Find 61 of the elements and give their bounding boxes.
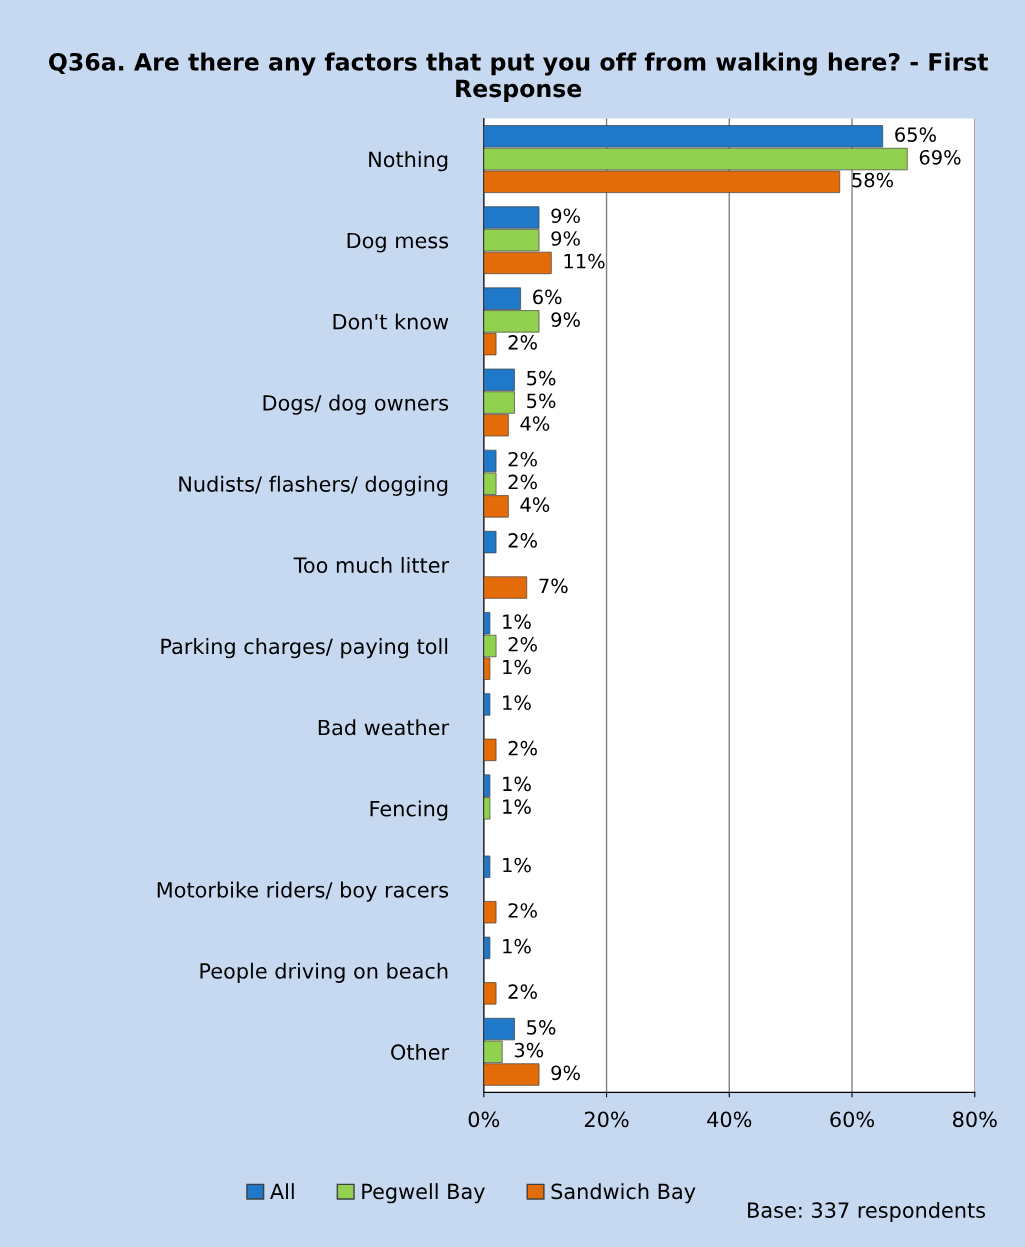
data-label: 11% xyxy=(564,253,605,269)
data-label: 1% xyxy=(503,857,531,873)
legend-label: Sandwich Bay xyxy=(551,1183,696,1204)
data-label: 1% xyxy=(503,614,531,629)
data-label: 2% xyxy=(508,740,537,756)
bar xyxy=(483,693,491,716)
y-tick-label: Other xyxy=(391,1043,450,1060)
data-label: 3% xyxy=(514,1042,544,1058)
data-label: 1% xyxy=(503,695,531,711)
y-tick-label: Nudists/ flashers/ dogging xyxy=(179,475,448,496)
data-label: 58% xyxy=(852,172,894,188)
data-label: 2% xyxy=(508,335,537,350)
text: Base: 337 respondents xyxy=(748,1201,986,1223)
data-label: 2% xyxy=(508,903,537,918)
y-tick-label: Parking charges/ paying toll xyxy=(161,638,448,659)
data-label: 9% xyxy=(551,231,580,246)
bar xyxy=(483,738,497,762)
data-label: 5% xyxy=(527,393,556,409)
bar xyxy=(483,982,497,1005)
y-tick-label: Dog mess xyxy=(347,232,449,253)
data-label: 2% xyxy=(508,984,537,999)
x-tick-label: 0% xyxy=(468,1111,500,1128)
x-tick-label: 40% xyxy=(707,1111,752,1128)
data-label: 9% xyxy=(551,1065,580,1081)
data-label: 1% xyxy=(503,659,531,675)
data-label: 1% xyxy=(503,938,531,954)
y-tick-label: Don't know xyxy=(333,313,449,330)
data-label: 9% xyxy=(551,312,580,327)
data-label: 69% xyxy=(919,149,961,165)
data-label: 65% xyxy=(895,127,936,142)
x-tick-label: 20% xyxy=(584,1111,629,1128)
data-label: 4% xyxy=(520,416,550,431)
data-label: 7% xyxy=(539,578,568,594)
bar xyxy=(483,855,491,878)
data-label: 2% xyxy=(508,474,537,490)
data-label: 2% xyxy=(508,636,537,652)
data-label: 2% xyxy=(508,451,537,467)
bar xyxy=(483,936,491,960)
x-tick-label: 80% xyxy=(953,1111,997,1128)
x-tick-label: 60% xyxy=(830,1111,875,1128)
data-label: 4% xyxy=(520,497,550,513)
legend-label: All xyxy=(270,1183,294,1199)
data-label: 1% xyxy=(503,776,531,792)
y-tick-label: Dogs/ dog owners xyxy=(263,394,449,415)
bar xyxy=(483,901,497,924)
bar xyxy=(483,530,497,554)
y-tick-label: Too much litter xyxy=(293,556,450,574)
y-tick-label: Fencing xyxy=(370,800,448,821)
y-tick-label: Motorbike riders/ boy racers xyxy=(157,881,449,902)
data-label: 9% xyxy=(551,208,580,224)
data-label: 6% xyxy=(533,289,562,305)
y-tick-label: Nothing xyxy=(369,151,448,172)
data-label: 5% xyxy=(527,370,556,386)
y-tick-label: People driving on beach xyxy=(200,962,448,983)
data-label: 5% xyxy=(527,1020,556,1035)
data-label: 2% xyxy=(508,533,537,548)
y-tick-label: Bad weather xyxy=(318,719,450,736)
bar xyxy=(483,576,528,599)
data-label: 1% xyxy=(503,799,531,814)
legend-label: Pegwell Bay xyxy=(362,1183,485,1204)
chart-title: Q36a. Are there any factors that put you off from walking here? - First Response xyxy=(49,52,988,102)
